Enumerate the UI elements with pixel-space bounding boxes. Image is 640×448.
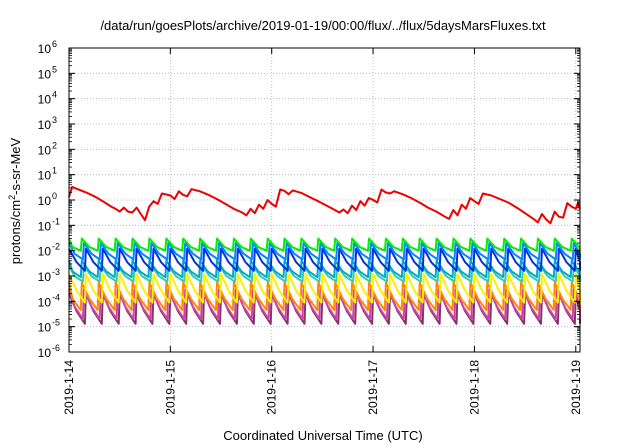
y-tick-label: 10-5 (38, 318, 60, 335)
y-tick-exponent: -4 (52, 292, 60, 302)
red-series-line (68, 185, 581, 225)
y-tick-base: 10 (38, 93, 52, 107)
x-tick-label: 2019-1-14 (62, 360, 76, 415)
y-tick-label: 104 (38, 90, 57, 107)
sawtooth-series-line (68, 264, 581, 283)
y-tick-label: 10-6 (38, 343, 60, 360)
y-tick-base: 10 (38, 118, 52, 132)
x-tick-labels: 2019-1-14 2019-1-15 2019-1-16 2019-1-17 2019… (62, 360, 583, 415)
x-tick-label: 2019-1-17 (366, 360, 380, 415)
y-axis-label-prefix: protons/cm (8, 200, 23, 264)
y-tick-exponent: -2 (52, 242, 60, 252)
y-tick-base: 10 (38, 143, 52, 157)
sawtooth-series-line (68, 242, 581, 261)
x-tick-label: 2019-1-18 (467, 360, 481, 415)
x-tick-label: 2019-1-16 (265, 360, 279, 415)
sawtooth-series-line (68, 237, 581, 252)
y-tick-exponent: 5 (52, 64, 57, 74)
y-tick-base: 10 (38, 42, 52, 56)
sawtooth-series-line (68, 288, 581, 320)
x-tick-label: 2019-1-15 (163, 360, 177, 415)
y-axis-label-suffix: -s-sr-MeV (8, 137, 23, 194)
y-tick-label: 101 (38, 166, 57, 183)
y-tick-exponent: 1 (52, 166, 57, 176)
y-tick-exponent: 2 (52, 140, 57, 150)
y-tick-exponent: -1 (52, 216, 60, 226)
y-tick-label: 102 (38, 140, 57, 157)
y-tick-base: 10 (38, 169, 52, 183)
y-tick-base: 10 (38, 346, 52, 360)
y-tick-label: 106 (38, 39, 57, 56)
y-tick-base: 10 (38, 321, 52, 335)
y-tick-exponent: -3 (52, 267, 60, 277)
y-tick-base: 10 (38, 295, 52, 309)
y-tick-exponent: -5 (52, 318, 60, 328)
y-tick-exponent: -6 (52, 343, 60, 353)
y-tick-base: 10 (38, 194, 52, 208)
y-tick-exponent: 3 (52, 115, 57, 125)
y-tick-label: 10-1 (38, 216, 60, 233)
y-tick-base: 10 (38, 67, 52, 81)
sawtooth-series-line (68, 281, 581, 312)
y-tick-exponent: 4 (52, 90, 57, 100)
sawtooth-series-line (68, 273, 581, 304)
chart-title: /data/run/goesPlots/archive/2019-01-19/0… (100, 18, 546, 33)
y-tick-label: 10-3 (38, 267, 60, 284)
y-tick-base: 10 (38, 219, 52, 233)
y-tick-label: 105 (38, 64, 57, 81)
y-tick-label: 10-2 (38, 242, 60, 259)
y-tick-label: 10-4 (38, 292, 60, 309)
y-axis-label-superscript: 2 (7, 195, 17, 200)
x-axis-label: Coordinated Universal Time (UTC) (223, 428, 422, 443)
y-tick-label: 103 (38, 115, 57, 132)
y-tick-labels: 10-610-510-410-310-210-11001011021031041… (38, 39, 60, 360)
x-tick-label: 2019-1-19 (569, 360, 583, 415)
sawtooth-series-line (68, 247, 581, 272)
series-layer (68, 185, 581, 325)
y-tick-label: 100 (38, 191, 57, 208)
tick-marks (68, 47, 580, 353)
y-tick-base: 10 (38, 270, 52, 284)
y-tick-exponent: 6 (52, 39, 57, 49)
y-tick-base: 10 (38, 245, 52, 259)
y-tick-exponent: 0 (52, 191, 57, 201)
y-axis-label: protons/cm2-s-sr-MeV (7, 137, 23, 264)
